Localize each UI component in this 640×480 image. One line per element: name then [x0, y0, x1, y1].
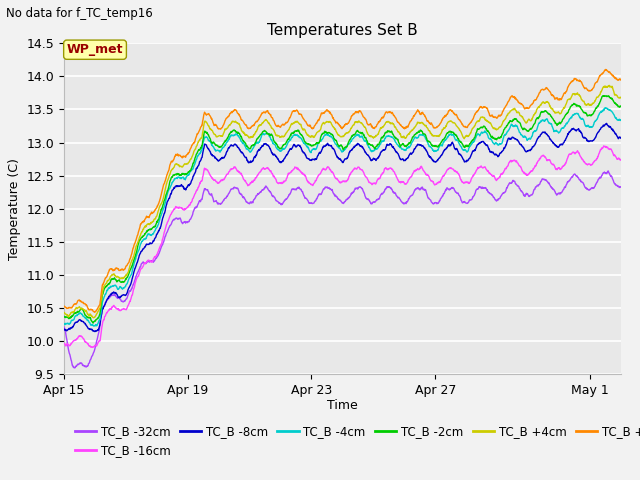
TC_B -16cm — [291, 166, 298, 172]
Line: TC_B -4cm: TC_B -4cm — [64, 108, 621, 326]
TC_B -4cm — [60, 321, 68, 326]
TC_B +8cm — [269, 115, 276, 121]
TC_B -8cm — [91, 329, 99, 335]
TC_B -8cm — [617, 134, 625, 140]
TC_B +8cm — [287, 111, 295, 117]
TC_B -4cm — [440, 138, 448, 144]
TC_B +4cm — [605, 83, 613, 88]
TC_B -8cm — [440, 147, 448, 153]
TC_B +8cm — [179, 153, 187, 159]
TC_B +4cm — [291, 120, 298, 126]
TC_B -16cm — [179, 207, 187, 213]
Title: Temperatures Set B: Temperatures Set B — [267, 23, 418, 38]
TC_B -8cm — [291, 142, 298, 147]
TC_B -2cm — [179, 171, 187, 177]
TC_B -4cm — [90, 323, 97, 329]
Line: TC_B -8cm: TC_B -8cm — [64, 123, 621, 332]
TC_B +4cm — [92, 312, 100, 318]
X-axis label: Time: Time — [327, 398, 358, 411]
TC_B +4cm — [60, 310, 68, 316]
TC_B -32cm — [92, 340, 100, 346]
TC_B -8cm — [269, 151, 276, 157]
TC_B -2cm — [291, 130, 298, 135]
TC_B +4cm — [440, 125, 448, 131]
TC_B -2cm — [60, 313, 68, 319]
Line: TC_B -2cm: TC_B -2cm — [64, 96, 621, 323]
TC_B -32cm — [179, 219, 187, 225]
TC_B +8cm — [602, 67, 609, 72]
TC_B -16cm — [92, 343, 100, 348]
TC_B -4cm — [179, 175, 187, 180]
TC_B -4cm — [269, 140, 276, 145]
Legend: TC_B -32cm, TC_B -16cm, TC_B -8cm, TC_B -4cm, TC_B -2cm, TC_B +4cm, TC_B +8cm: TC_B -32cm, TC_B -16cm, TC_B -8cm, TC_B … — [70, 420, 640, 461]
TC_B -2cm — [599, 93, 607, 98]
TC_B -4cm — [92, 323, 100, 329]
TC_B -8cm — [603, 120, 611, 126]
TC_B +4cm — [90, 315, 97, 321]
TC_B -16cm — [600, 143, 607, 149]
TC_B +8cm — [92, 308, 100, 313]
TC_B -16cm — [60, 340, 68, 346]
TC_B -16cm — [287, 168, 295, 174]
TC_B -2cm — [617, 103, 625, 109]
TC_B -8cm — [179, 183, 187, 189]
TC_B -16cm — [269, 171, 276, 177]
TC_B +8cm — [440, 114, 448, 120]
TC_B -8cm — [287, 146, 295, 152]
TC_B +4cm — [287, 121, 295, 127]
TC_B +4cm — [269, 126, 276, 132]
TC_B -32cm — [287, 187, 295, 193]
TC_B -16cm — [617, 157, 625, 163]
TC_B -2cm — [440, 136, 448, 142]
TC_B -8cm — [60, 326, 68, 332]
Text: WP_met: WP_met — [67, 43, 124, 56]
TC_B -2cm — [269, 133, 276, 139]
Line: TC_B -16cm: TC_B -16cm — [64, 146, 621, 348]
TC_B +4cm — [617, 95, 625, 101]
TC_B -32cm — [60, 324, 68, 330]
TC_B -2cm — [89, 320, 97, 326]
TC_B -32cm — [440, 191, 448, 196]
TC_B -4cm — [617, 118, 625, 123]
TC_B +8cm — [60, 303, 68, 309]
Line: TC_B -32cm: TC_B -32cm — [64, 171, 621, 368]
TC_B -32cm — [617, 184, 625, 190]
Text: No data for f_TC_temp16: No data for f_TC_temp16 — [6, 7, 153, 20]
TC_B +4cm — [179, 163, 187, 169]
TC_B -16cm — [440, 172, 448, 178]
TC_B -4cm — [287, 135, 295, 141]
TC_B -4cm — [601, 105, 609, 110]
TC_B -2cm — [92, 317, 100, 323]
TC_B +8cm — [617, 77, 625, 83]
TC_B +8cm — [291, 108, 298, 114]
TC_B -2cm — [287, 130, 295, 136]
TC_B -16cm — [88, 345, 96, 350]
TC_B -32cm — [269, 193, 276, 199]
TC_B -8cm — [92, 328, 100, 334]
TC_B -32cm — [604, 168, 612, 174]
TC_B -32cm — [291, 187, 298, 192]
TC_B -32cm — [70, 365, 78, 371]
Line: TC_B +4cm: TC_B +4cm — [64, 85, 621, 318]
Line: TC_B +8cm: TC_B +8cm — [64, 70, 621, 312]
Y-axis label: Temperature (C): Temperature (C) — [8, 158, 21, 260]
TC_B -4cm — [291, 132, 298, 138]
TC_B +8cm — [91, 310, 99, 315]
